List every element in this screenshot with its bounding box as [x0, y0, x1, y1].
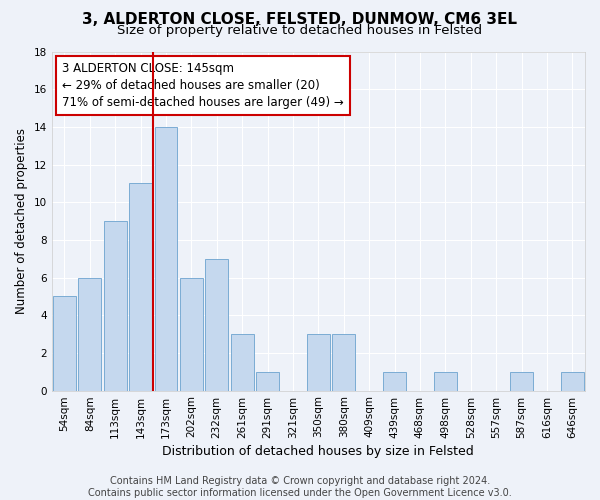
Bar: [383, 372, 406, 390]
Bar: [104, 221, 127, 390]
Bar: [561, 372, 584, 390]
Bar: [231, 334, 254, 390]
Bar: [434, 372, 457, 390]
Bar: [307, 334, 330, 390]
Bar: [256, 372, 279, 390]
Bar: [510, 372, 533, 390]
Bar: [180, 278, 203, 390]
Bar: [79, 278, 101, 390]
Bar: [155, 127, 178, 390]
Text: 3, ALDERTON CLOSE, FELSTED, DUNMOW, CM6 3EL: 3, ALDERTON CLOSE, FELSTED, DUNMOW, CM6 …: [83, 12, 517, 28]
Bar: [53, 296, 76, 390]
Text: 3 ALDERTON CLOSE: 145sqm
← 29% of detached houses are smaller (20)
71% of semi-d: 3 ALDERTON CLOSE: 145sqm ← 29% of detach…: [62, 62, 344, 108]
Text: Contains HM Land Registry data © Crown copyright and database right 2024.
Contai: Contains HM Land Registry data © Crown c…: [88, 476, 512, 498]
Bar: [129, 184, 152, 390]
Bar: [205, 258, 228, 390]
Bar: [332, 334, 355, 390]
Text: Size of property relative to detached houses in Felsted: Size of property relative to detached ho…: [118, 24, 482, 37]
Y-axis label: Number of detached properties: Number of detached properties: [15, 128, 28, 314]
X-axis label: Distribution of detached houses by size in Felsted: Distribution of detached houses by size …: [163, 444, 474, 458]
